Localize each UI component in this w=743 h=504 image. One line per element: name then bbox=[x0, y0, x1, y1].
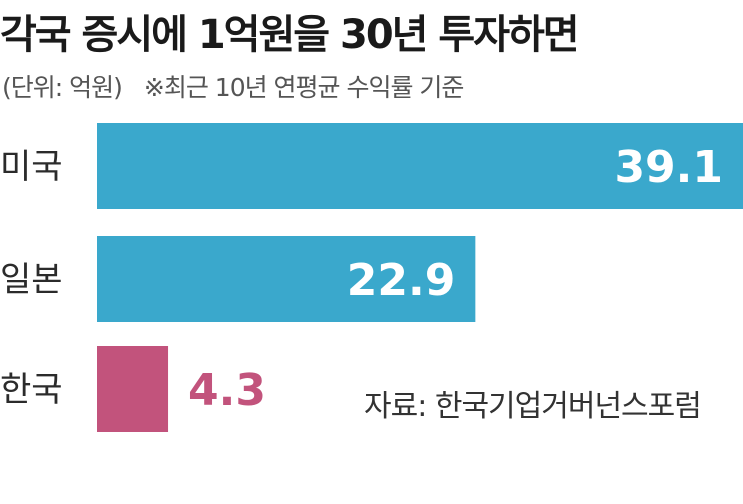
category-label: 일본 bbox=[0, 260, 63, 300]
category-label: 미국 bbox=[0, 147, 63, 187]
chart-subtitle: (단위: 억원) ※최근 10년 연평균 수익률 기준 bbox=[2, 68, 465, 104]
value-label: 39.1 bbox=[614, 142, 723, 193]
unit-note: (단위: 억원) bbox=[2, 73, 123, 102]
value-label: 4.3 bbox=[188, 365, 266, 416]
bar bbox=[97, 123, 743, 209]
source-note: 자료: 한국기업거버넌스포럼 bbox=[364, 389, 702, 424]
bar bbox=[97, 346, 169, 432]
value-label: 22.9 bbox=[347, 255, 456, 306]
bar bbox=[97, 236, 476, 322]
category-label: 한국 bbox=[0, 370, 63, 410]
basis-note: ※최근 10년 연평균 수익률 기준 bbox=[143, 73, 465, 102]
chart-title: 각국 증시에 1억원을 30년 투자하면 bbox=[0, 12, 580, 58]
